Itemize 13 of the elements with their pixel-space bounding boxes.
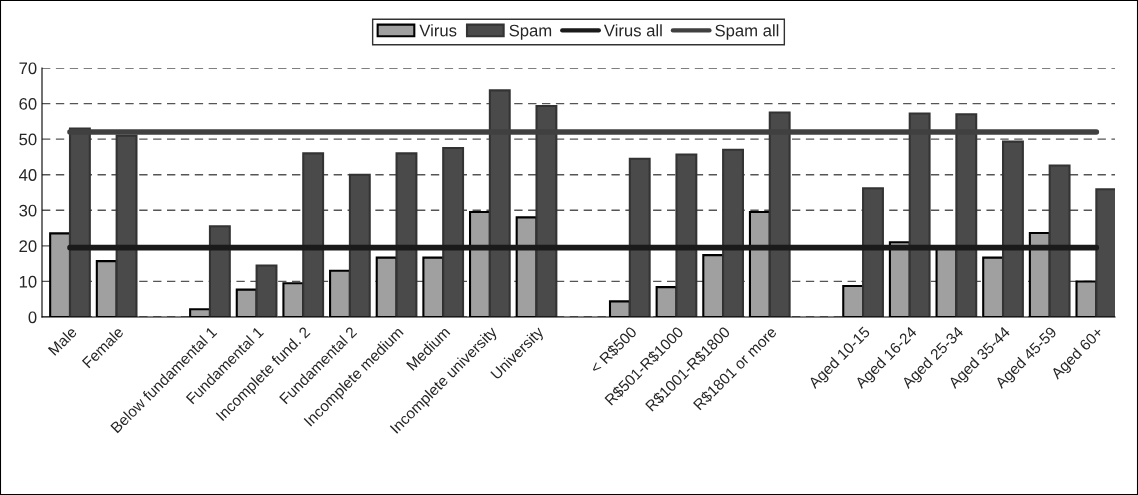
y-tick-label: 70 (19, 62, 37, 75)
legend-label: Virus all (603, 24, 662, 37)
y-tick-label: 50 (19, 133, 37, 146)
legend-label: Spam all (715, 24, 779, 40)
legend-label: Spam (509, 24, 552, 40)
y-tick-label: 60 (19, 97, 37, 110)
legend-label: Virus (419, 24, 457, 37)
bar (208, 225, 231, 317)
y-tick-label: 30 (19, 204, 37, 217)
y-tick-label: 10 (19, 275, 37, 288)
y-tick-label: 20 (19, 240, 37, 253)
y-tick-label: 0 (28, 311, 37, 324)
y-tick-label: 40 (18, 169, 37, 181)
